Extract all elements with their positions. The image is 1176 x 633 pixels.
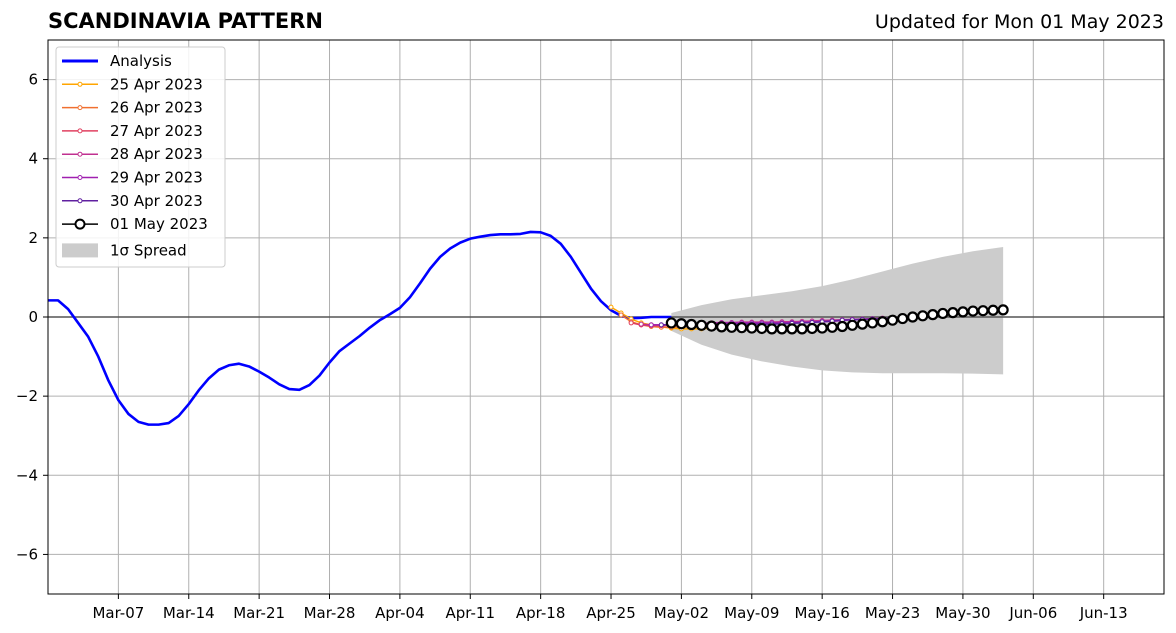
- y-tick-label: 0: [28, 308, 38, 326]
- current-forecast-point: [806, 322, 818, 335]
- spread-band-group: [671, 246, 1004, 375]
- current-forecast-point: [977, 305, 989, 317]
- chart-title: SCANDINAVIA PATTERN: [48, 9, 323, 33]
- legend-label: 1σ Spread: [110, 241, 187, 259]
- legend-label: 26 Apr 2023: [110, 99, 203, 117]
- current-forecast-point: [997, 304, 1009, 316]
- current-forecast-point: [726, 321, 738, 333]
- x-tick-label: May-16: [795, 604, 850, 622]
- y-tick-label: 2: [28, 229, 38, 247]
- current-forecast-point: [695, 319, 708, 331]
- x-tick-label: Apr-04: [375, 604, 425, 622]
- forecast-point: [648, 322, 654, 328]
- current-forecast-point: [736, 322, 748, 334]
- legend-marker: [77, 151, 83, 157]
- legend-swatch: [62, 243, 98, 258]
- legend: Analysis 25 Apr 2023 26 Apr 2023 27 Apr 202…: [55, 46, 226, 268]
- current-forecast-point: [987, 304, 999, 316]
- current-forecast-point: [705, 320, 718, 332]
- current-forecast-point: [846, 319, 858, 331]
- x-tick-label: May-30: [935, 604, 990, 622]
- axis-ticks: Mar-07 Mar-14 Mar-21 Mar-28 Apr-04 Apr-11 Apr-…: [16, 71, 1128, 622]
- forecast-point: [638, 321, 644, 327]
- y-tick-label: −4: [16, 466, 38, 484]
- y-tick-label: 4: [28, 150, 38, 168]
- current-forecast-point: [816, 322, 828, 334]
- current-forecast-point: [937, 307, 949, 320]
- current-forecast-point: [917, 310, 929, 322]
- current-forecast-point: [826, 321, 838, 333]
- current-forecast-point: [957, 306, 969, 318]
- current-forecast-point: [776, 323, 788, 335]
- legend-marker: [77, 81, 83, 87]
- x-tick-label: May-23: [865, 604, 920, 622]
- current-forecast-point: [866, 317, 879, 329]
- x-tick-label: Mar-28: [304, 604, 356, 622]
- current-forecast-point: [665, 317, 677, 329]
- current-forecast-point: [836, 320, 848, 333]
- current-forecast-point: [746, 322, 758, 334]
- forecast-point: [608, 304, 614, 310]
- forecast-point: [628, 320, 634, 326]
- current-forecast-point: [796, 323, 808, 335]
- current-forecast-point: [947, 307, 959, 319]
- legend-label: Analysis: [110, 52, 172, 70]
- forecast-point: [658, 322, 664, 328]
- x-tick-label: Mar-14: [163, 604, 215, 622]
- y-tick-label: −2: [16, 387, 38, 405]
- legend-box: [55, 46, 226, 268]
- legend-label: 27 Apr 2023: [110, 122, 203, 140]
- current-forecast-point: [886, 314, 899, 326]
- x-tick-label: Apr-18: [516, 604, 566, 622]
- x-tick-label: Jun-06: [1008, 604, 1057, 622]
- current-forecast-point: [675, 318, 688, 330]
- legend-label: 30 Apr 2023: [110, 192, 203, 210]
- current-forecast-point: [967, 305, 979, 317]
- x-tick-label: May-02: [654, 604, 709, 622]
- legend-label: 28 Apr 2023: [110, 145, 203, 163]
- current-forecast-point: [927, 309, 939, 321]
- current-forecast-point: [896, 312, 909, 325]
- current-forecast-point: [716, 321, 728, 333]
- updated-label: Updated for Mon 01 May 2023: [874, 11, 1164, 33]
- analysis-line: [48, 230, 672, 426]
- current-forecast-point: [856, 318, 868, 330]
- x-tick-label: Jun-13: [1079, 604, 1128, 622]
- current-forecast-point: [685, 318, 698, 331]
- legend-marker: [77, 105, 83, 111]
- current-forecast-point: [756, 322, 768, 335]
- legend-marker: [74, 218, 86, 230]
- legend-label: 29 Apr 2023: [110, 169, 203, 187]
- x-tick-label: Mar-07: [92, 604, 144, 622]
- legend-marker: [77, 198, 83, 204]
- spread-band: [671, 246, 1004, 375]
- y-tick-label: −6: [16, 545, 38, 563]
- series-group: [48, 230, 1009, 426]
- current-forecast-point: [786, 323, 798, 335]
- legend-label: 01 May 2023: [110, 215, 208, 233]
- legend-label: 25 Apr 2023: [110, 75, 203, 93]
- x-tick-label: Apr-25: [586, 604, 636, 622]
- current-forecast-point: [907, 311, 919, 323]
- x-tick-label: Mar-21: [233, 604, 285, 622]
- x-tick-label: Apr-11: [446, 604, 496, 622]
- x-tick-label: May-09: [724, 604, 779, 622]
- y-tick-label: 6: [28, 71, 38, 89]
- forecast-point: [618, 312, 624, 318]
- legend-marker: [77, 175, 83, 180]
- current-forecast-point: [766, 323, 778, 335]
- current-forecast-point: [876, 316, 889, 328]
- legend-marker: [77, 128, 83, 134]
